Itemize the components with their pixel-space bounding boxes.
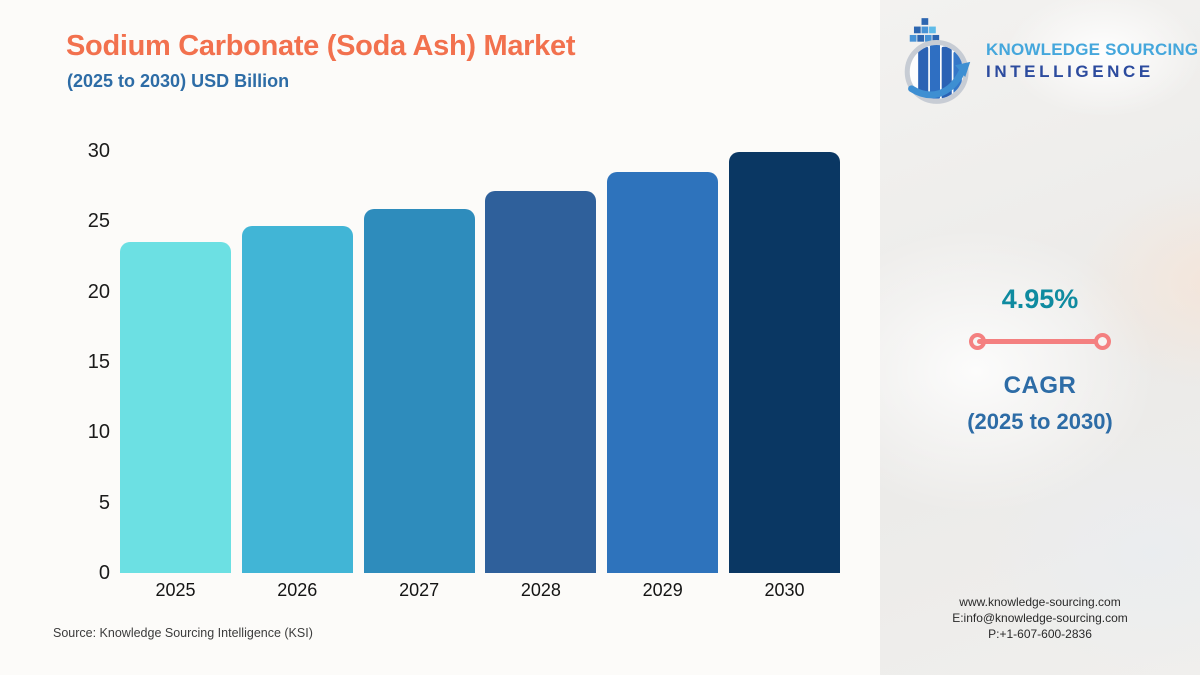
page-subtitle: (2025 to 2030) USD Billion xyxy=(67,71,290,91)
y-axis-tick-label: 30 xyxy=(87,140,110,162)
logo-pixel-cubes xyxy=(909,18,940,42)
contact-website: www.knowledge-sourcing.com xyxy=(959,595,1121,609)
x-axis-label-2029: 2029 xyxy=(642,580,683,600)
bar-slot-2026 xyxy=(241,151,353,573)
cagr-divider-line xyxy=(969,333,1111,350)
x-axis-label-2025: 2025 xyxy=(155,580,196,600)
y-axis-tick-label: 5 xyxy=(98,491,110,514)
cagr-block: 4.95% CAGR (2025 to 2030) xyxy=(880,284,1200,435)
contact-email: E:info@knowledge-sourcing.com xyxy=(952,611,1128,625)
y-axis-tick-label: 25 xyxy=(87,210,110,233)
y-axis-tick-label: 15 xyxy=(87,351,110,373)
logo-text: KNOWLEDGE SOURCING INTELLIGENCE xyxy=(986,40,1198,82)
cagr-label: CAGR xyxy=(1003,372,1077,399)
contact-phone: P:+1-607-600-2836 xyxy=(988,627,1092,641)
x-axis-label-2026: 2026 xyxy=(277,580,318,600)
bar-slot-2028 xyxy=(485,151,597,573)
bar-2029 xyxy=(607,171,719,573)
cagr-value: 4.95% xyxy=(1001,284,1079,314)
bar-slot-2025 xyxy=(120,151,231,573)
bar-slot-2030 xyxy=(728,151,840,573)
right-background-panel xyxy=(880,0,1200,675)
logo-globe-chart-icon xyxy=(904,18,971,104)
bar-2027 xyxy=(363,208,475,573)
y-axis-tick-label: 20 xyxy=(87,280,110,303)
page-title: Sodium Carbonate (Soda Ash) Market xyxy=(66,30,576,62)
bar-2028 xyxy=(485,190,597,573)
bar-2026 xyxy=(241,225,353,573)
x-axis-labels: 2025 2026 2027 2028 2029 2030 xyxy=(120,580,840,601)
company-logo: KNOWLEDGE SOURCING INTELLIGENCE xyxy=(898,16,1198,106)
y-axis-tick-label: 10 xyxy=(87,421,110,444)
header: Sodium Carbonate (Soda Ash) Market (2025… xyxy=(66,30,575,92)
y-axis-tick-label: 0 xyxy=(98,562,110,584)
logo-text-intelligence: INTELLIGENCE xyxy=(986,62,1154,81)
x-axis-label-2028: 2028 xyxy=(520,580,561,600)
cagr-line-bar xyxy=(977,339,1103,344)
source-note: Source: Knowledge Sourcing Intelligence … xyxy=(53,626,313,640)
bar-slot-2029 xyxy=(607,151,719,573)
x-axis-label-2030: 2030 xyxy=(764,580,805,600)
x-axis-label-2027: 2027 xyxy=(399,580,440,600)
bar-slot-2027 xyxy=(363,151,475,573)
cagr-period: (2025 to 2030) xyxy=(967,409,1113,434)
y-axis: 0 5 10 15 20 25 30 xyxy=(40,140,110,584)
bar-2025 xyxy=(120,242,231,573)
logo-text-knowledge-sourcing: KNOWLEDGE SOURCING xyxy=(986,40,1199,59)
contact-info: www.knowledge-sourcing.com E:info@knowle… xyxy=(880,594,1200,642)
plot-area xyxy=(120,151,840,573)
cagr-line-right-endpoint-icon xyxy=(1094,333,1111,350)
bar-2030 xyxy=(728,151,840,573)
